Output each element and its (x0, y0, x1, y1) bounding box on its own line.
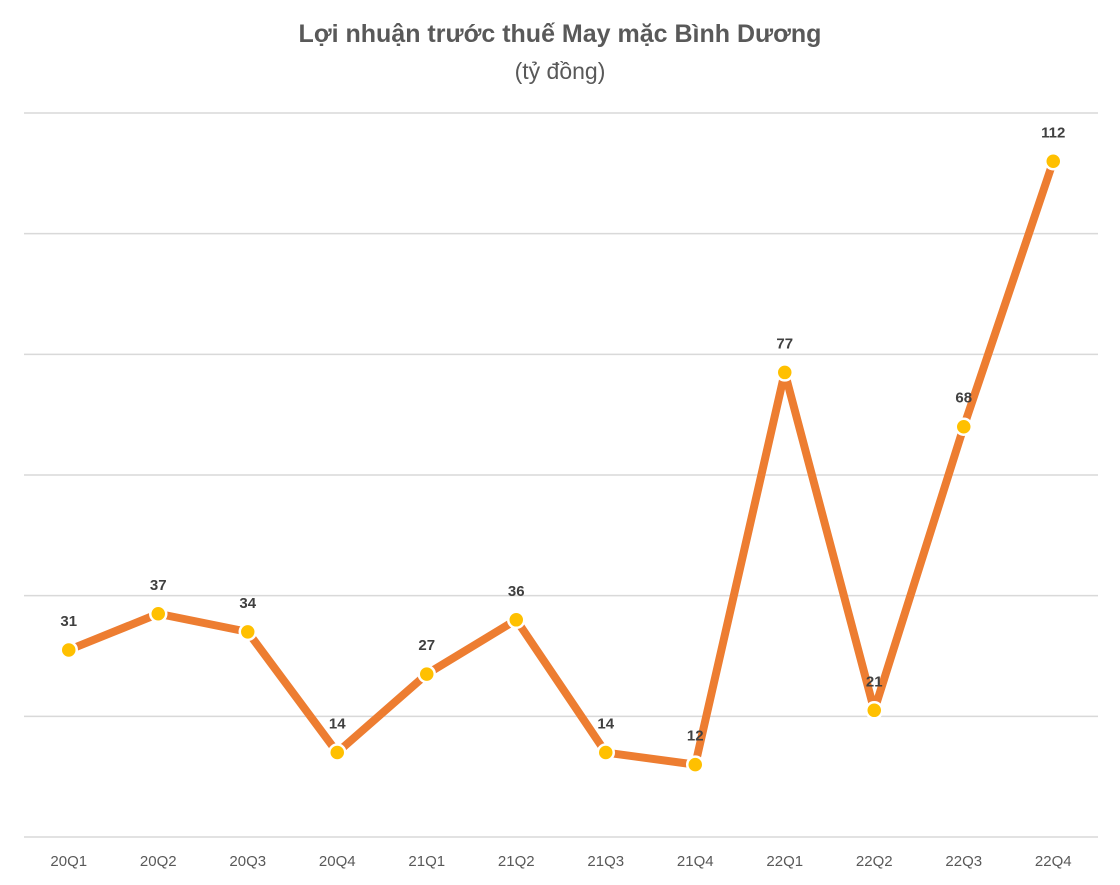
x-tick-label-20q3: 20Q3 (229, 853, 266, 870)
chart-title: Lợi nhuận trước thuế May mặc Bình Dương (298, 20, 822, 48)
data-label-21q4: 12 (687, 728, 704, 745)
x-tick-label-20q1: 20Q1 (50, 853, 87, 870)
data-point-21q4 (686, 755, 705, 774)
data-label-20q4: 14 (329, 716, 346, 733)
series-line (64, 157, 1058, 769)
x-tick-label-22q2: 22Q2 (856, 853, 893, 870)
x-tick-label-21q4: 21Q4 (677, 853, 714, 870)
data-point-21q2 (507, 610, 526, 630)
data-label-22q4: 112 (1041, 124, 1065, 141)
data-label-22q2: 21 (866, 673, 883, 690)
data-point-20q1 (59, 640, 78, 660)
x-tick-label-22q3: 22Q3 (945, 853, 982, 870)
x-tick-label-21q1: 21Q1 (408, 853, 445, 870)
x-tick-label-21q3: 21Q3 (587, 853, 624, 870)
data-label-22q1: 77 (776, 335, 793, 352)
data-point-22q3 (954, 417, 973, 436)
data-label-20q1: 31 (60, 613, 77, 630)
data-point-20q3 (238, 622, 257, 642)
data-point-22q1 (775, 363, 794, 382)
data-label-21q1: 27 (418, 637, 435, 654)
data-label-20q3: 34 (239, 595, 256, 612)
data-label-21q2: 36 (508, 583, 525, 600)
data-point-22q2 (865, 701, 884, 720)
data-label-22q3: 68 (955, 390, 972, 407)
x-tick-label-22q1: 22Q1 (766, 853, 803, 870)
x-tick-label-22q4: 22Q4 (1035, 853, 1072, 870)
x-tick-label-20q4: 20Q4 (319, 853, 356, 870)
chart-subtitle: (tỷ đồng) (514, 58, 606, 84)
data-point-21q3 (596, 743, 615, 762)
data-point-22q4 (1044, 152, 1063, 171)
x-tick-label-20q2: 20Q2 (140, 853, 177, 870)
data-label-21q3: 14 (597, 716, 614, 733)
x-tick-label-21q2: 21Q2 (498, 853, 535, 870)
data-point-21q1 (417, 664, 436, 684)
data-point-20q2 (149, 604, 168, 624)
data-label-20q2: 37 (150, 577, 167, 594)
data-point-20q4 (328, 743, 347, 762)
